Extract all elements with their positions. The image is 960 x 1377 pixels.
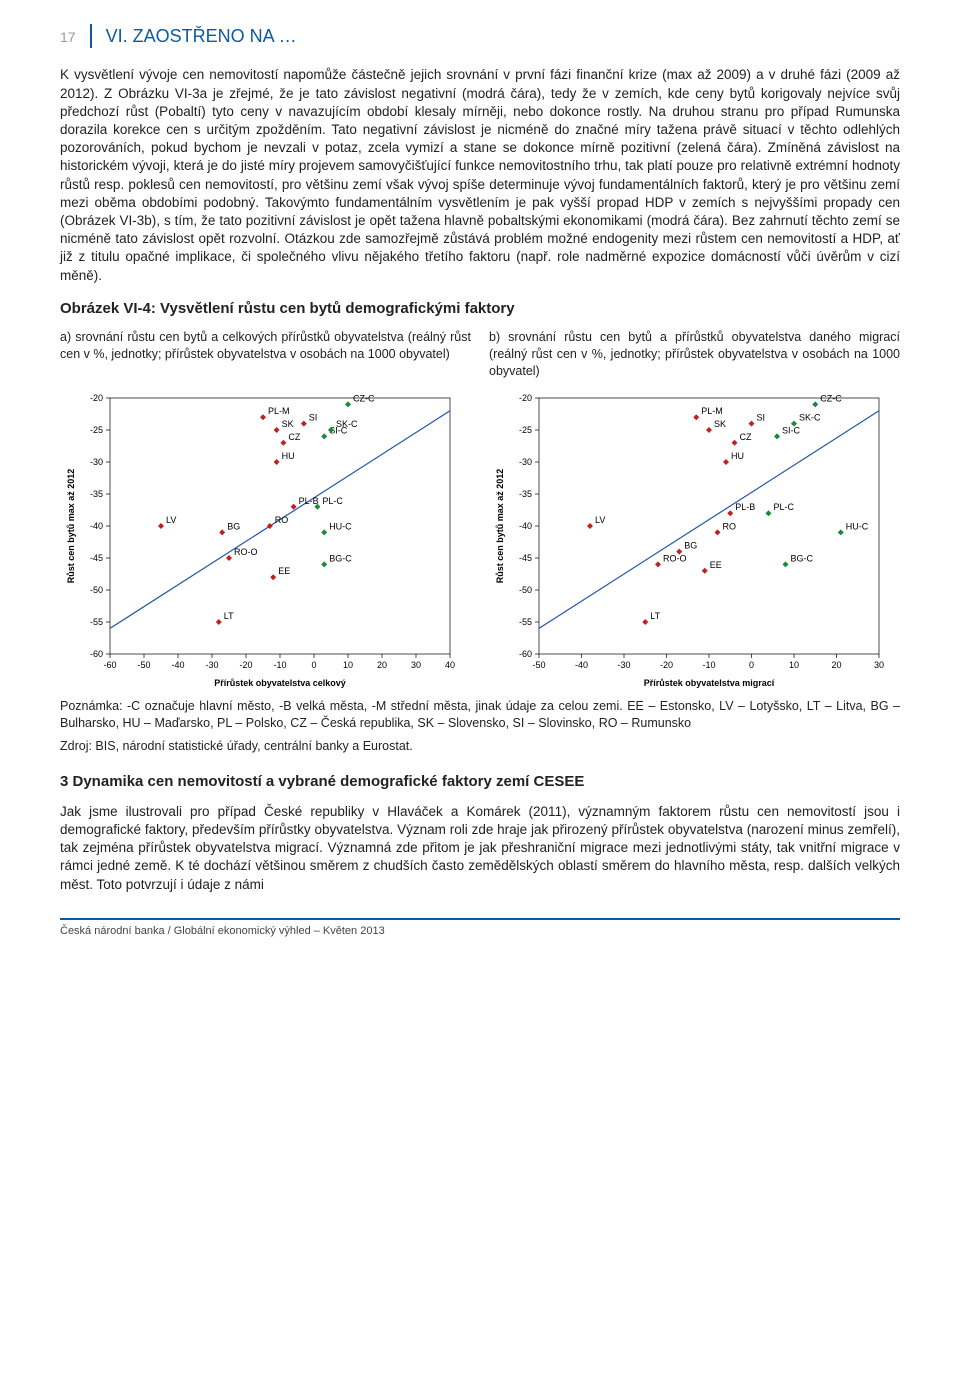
svg-text:20: 20 — [831, 660, 841, 670]
svg-text:-50: -50 — [519, 585, 532, 595]
svg-text:HU-C: HU-C — [329, 521, 352, 531]
svg-text:BG-C: BG-C — [791, 553, 814, 563]
svg-text:SI: SI — [757, 412, 766, 422]
page-footer: Česká národní banka / Globální ekonomick… — [60, 918, 900, 939]
svg-text:LT: LT — [650, 611, 660, 621]
svg-text:Přírůstek obyvatelstva celkový: Přírůstek obyvatelstva celkový — [214, 678, 346, 688]
chart-b: -50 -40 -30 -20 -10 0 10 20 30 -60 -55 -50 -45 -40 -35… — [489, 390, 900, 690]
svg-text:SK: SK — [282, 419, 294, 429]
svg-text:SK-C: SK-C — [336, 419, 358, 429]
svg-text:30: 30 — [411, 660, 421, 670]
svg-text:PL-C: PL-C — [322, 496, 343, 506]
svg-text:-40: -40 — [519, 521, 532, 531]
svg-text:RO-O: RO-O — [234, 547, 258, 557]
svg-text:-40: -40 — [90, 521, 103, 531]
section-3-heading: 3 Dynamika cen nemovitostí a vybrané dem… — [60, 772, 900, 792]
svg-text:30: 30 — [874, 660, 884, 670]
svg-text:-35: -35 — [519, 489, 532, 499]
svg-text:EE: EE — [278, 566, 290, 576]
svg-text:40: 40 — [445, 660, 455, 670]
subcaption-a: a) srovnání růstu cen bytů a celkových p… — [60, 329, 471, 380]
figure-title: Obrázek VI-4: Vysvětlení růstu cen bytů … — [60, 299, 900, 319]
svg-text:SK-C: SK-C — [799, 412, 821, 422]
svg-text:BG: BG — [684, 540, 697, 550]
svg-text:-10: -10 — [702, 660, 715, 670]
svg-text:LV: LV — [166, 515, 176, 525]
svg-text:20: 20 — [377, 660, 387, 670]
svg-text:-10: -10 — [273, 660, 286, 670]
svg-text:RO: RO — [723, 521, 737, 531]
svg-text:RO-O: RO-O — [663, 553, 687, 563]
svg-text:-40: -40 — [575, 660, 588, 670]
figure-note: Poznámka: -C označuje hlavní město, -B v… — [60, 698, 900, 732]
svg-text:PL-B: PL-B — [299, 496, 319, 506]
svg-text:PL-M: PL-M — [268, 406, 290, 416]
page-title: VI. ZAOSTŘENO NA … — [106, 24, 297, 48]
subcaption-b: b) srovnání růstu cen bytů a přírůstků o… — [489, 329, 900, 380]
svg-text:SK: SK — [714, 419, 726, 429]
svg-text:-45: -45 — [90, 553, 103, 563]
header-divider — [90, 24, 92, 48]
svg-text:EE: EE — [710, 560, 722, 570]
svg-text:-20: -20 — [660, 660, 673, 670]
svg-text:-50: -50 — [137, 660, 150, 670]
svg-text:BG: BG — [227, 521, 240, 531]
main-paragraph-2: Jak jsme ilustrovali pro případ České re… — [60, 803, 900, 894]
svg-text:CZ-C: CZ-C — [820, 393, 842, 403]
svg-text:HU: HU — [282, 451, 295, 461]
svg-text:PL-M: PL-M — [701, 406, 723, 416]
svg-text:CZ: CZ — [740, 432, 752, 442]
svg-text:LV: LV — [595, 515, 605, 525]
svg-text:-55: -55 — [519, 617, 532, 627]
figure-source: Zdroj: BIS, národní statistické úřady, c… — [60, 738, 900, 755]
figure-subcaptions: a) srovnání růstu cen bytů a celkových p… — [60, 329, 900, 380]
svg-text:Přírůstek obyvatelstva migrací: Přírůstek obyvatelstva migrací — [644, 678, 775, 688]
svg-text:Růst cen bytů max až 2012: Růst cen bytů max až 2012 — [66, 469, 76, 584]
svg-text:HU-C: HU-C — [846, 521, 869, 531]
svg-text:0: 0 — [749, 660, 754, 670]
svg-text:-60: -60 — [519, 649, 532, 659]
charts-row: -60-50-40-30-20-10010203040-60-55-50-45-… — [60, 390, 900, 690]
svg-text:-50: -50 — [90, 585, 103, 595]
svg-text:LT: LT — [224, 611, 234, 621]
svg-text:-20: -20 — [519, 393, 532, 403]
chart-a: -60 -50 -40 -30 -20 -10 0 10 20 30 40 -60 -55 -50 -45 -… — [60, 390, 471, 690]
svg-text:BG-C: BG-C — [329, 553, 352, 563]
svg-text:10: 10 — [343, 660, 353, 670]
svg-text:-50: -50 — [532, 660, 545, 670]
svg-text:-30: -30 — [519, 457, 532, 467]
main-paragraph-1: K vysvětlení vývoje cen nemovitostí napo… — [60, 66, 900, 285]
svg-text:0: 0 — [311, 660, 316, 670]
svg-text:-45: -45 — [519, 553, 532, 563]
svg-text:-40: -40 — [171, 660, 184, 670]
svg-text:-30: -30 — [90, 457, 103, 467]
svg-text:CZ: CZ — [288, 432, 300, 442]
svg-text:SI-C: SI-C — [782, 425, 801, 435]
svg-text:-25: -25 — [519, 425, 532, 435]
page-number: 17 — [60, 24, 76, 47]
svg-text:Růst cen bytů max až 2012: Růst cen bytů max až 2012 — [495, 469, 505, 584]
svg-text:-30: -30 — [205, 660, 218, 670]
svg-text:-60: -60 — [103, 660, 116, 670]
svg-text:CZ-C: CZ-C — [353, 393, 375, 403]
page-header: 17 VI. ZAOSTŘENO NA … — [60, 24, 900, 48]
svg-text:-20: -20 — [90, 393, 103, 403]
svg-text:HU: HU — [731, 451, 744, 461]
svg-text:PL-C: PL-C — [774, 502, 795, 512]
svg-text:10: 10 — [789, 660, 799, 670]
svg-text:SI: SI — [309, 412, 318, 422]
svg-text:-60: -60 — [90, 649, 103, 659]
svg-text:PL-B: PL-B — [735, 502, 755, 512]
svg-text:-35: -35 — [90, 489, 103, 499]
svg-text:-25: -25 — [90, 425, 103, 435]
svg-text:-30: -30 — [617, 660, 630, 670]
svg-text:-55: -55 — [90, 617, 103, 627]
svg-text:-20: -20 — [239, 660, 252, 670]
svg-text:RO: RO — [275, 515, 289, 525]
